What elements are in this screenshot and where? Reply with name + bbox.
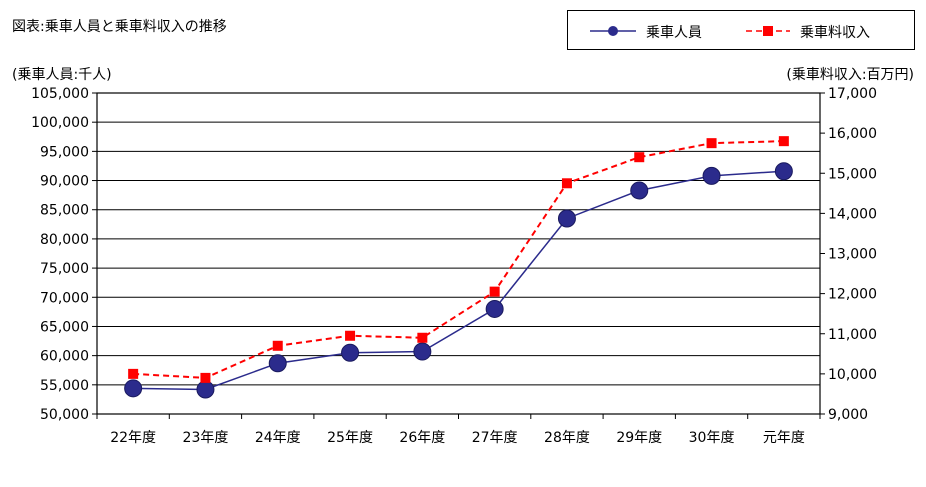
series-line-revenue [133, 140, 784, 379]
right-tick-label: 15,000 [828, 166, 877, 182]
left-axis-title: (乗車人員:千人) [12, 67, 112, 83]
right-tick-label: 14,000 [828, 206, 877, 222]
revenue-point [489, 286, 500, 297]
x-tick-label: 30年度 [689, 430, 735, 446]
x-tick-label: 24年度 [255, 430, 301, 446]
right-tick-label: 12,000 [828, 287, 877, 303]
x-tick-label: 27年度 [472, 430, 518, 446]
left-tick-label: 85,000 [40, 203, 89, 219]
series-line-ridership [133, 170, 784, 391]
legend-label-ridership: 乗車人員 [646, 25, 702, 41]
ridership-point [196, 380, 215, 399]
revenue-point [778, 136, 789, 147]
ridership-point [485, 299, 504, 318]
ridership-point [268, 354, 287, 373]
legend-label-revenue: 乗車料収入 [800, 25, 870, 41]
ridership-point [557, 209, 576, 228]
revenue-point [417, 332, 428, 343]
left-tick-label: 60,000 [40, 349, 89, 365]
legend-circle-marker [608, 26, 618, 36]
ridership-point [341, 343, 360, 362]
x-tick-label: 23年度 [183, 430, 229, 446]
ridership-point [124, 379, 143, 398]
right-tick-label: 10,000 [828, 367, 877, 383]
left-tick-label: 65,000 [40, 319, 89, 335]
revenue-point [706, 138, 717, 149]
x-tick-label: 25年度 [327, 430, 373, 446]
legend: 乗車人員 乗車料収入 [567, 10, 915, 50]
left-tick-label: 80,000 [40, 232, 89, 248]
x-tick-label: 22年度 [110, 430, 156, 446]
ridership-point [630, 181, 649, 200]
left-tick-label: 90,000 [40, 174, 89, 190]
right-tick-label: 9,000 [828, 407, 868, 423]
left-tick-label: 50,000 [40, 407, 89, 423]
x-tick-label: 26年度 [399, 430, 445, 446]
right-tick-label: 17,000 [828, 86, 877, 102]
right-tick-label: 16,000 [828, 126, 877, 142]
x-tick-label: 元年度 [763, 430, 805, 446]
chart-title: 図表:乗車人員と乗車料収入の推移 [12, 19, 227, 35]
x-tick-label: 29年度 [616, 430, 662, 446]
legend-markers [590, 26, 790, 36]
right-tick-label: 13,000 [828, 247, 877, 263]
revenue-point [200, 372, 211, 383]
revenue-point [634, 152, 645, 163]
left-tick-label: 105,000 [31, 86, 89, 102]
revenue-point [561, 178, 572, 189]
x-tick-label: 28年度 [544, 430, 590, 446]
revenue-point [128, 368, 139, 379]
left-tick-label: 55,000 [40, 378, 89, 394]
ridership-point [413, 342, 432, 361]
revenue-point [345, 330, 356, 341]
left-tick-label: 70,000 [40, 290, 89, 306]
left-tick-label: 95,000 [40, 144, 89, 160]
revenue-point [272, 340, 283, 351]
ridership-point [702, 166, 721, 185]
legend-square-marker [763, 26, 773, 36]
left-tick-label: 75,000 [40, 261, 89, 277]
ridership-point [774, 162, 793, 181]
right-tick-label: 11,000 [828, 327, 877, 343]
left-tick-label: 100,000 [31, 115, 89, 131]
right-axis-title: (乗車料収入:百万円) [786, 67, 914, 83]
